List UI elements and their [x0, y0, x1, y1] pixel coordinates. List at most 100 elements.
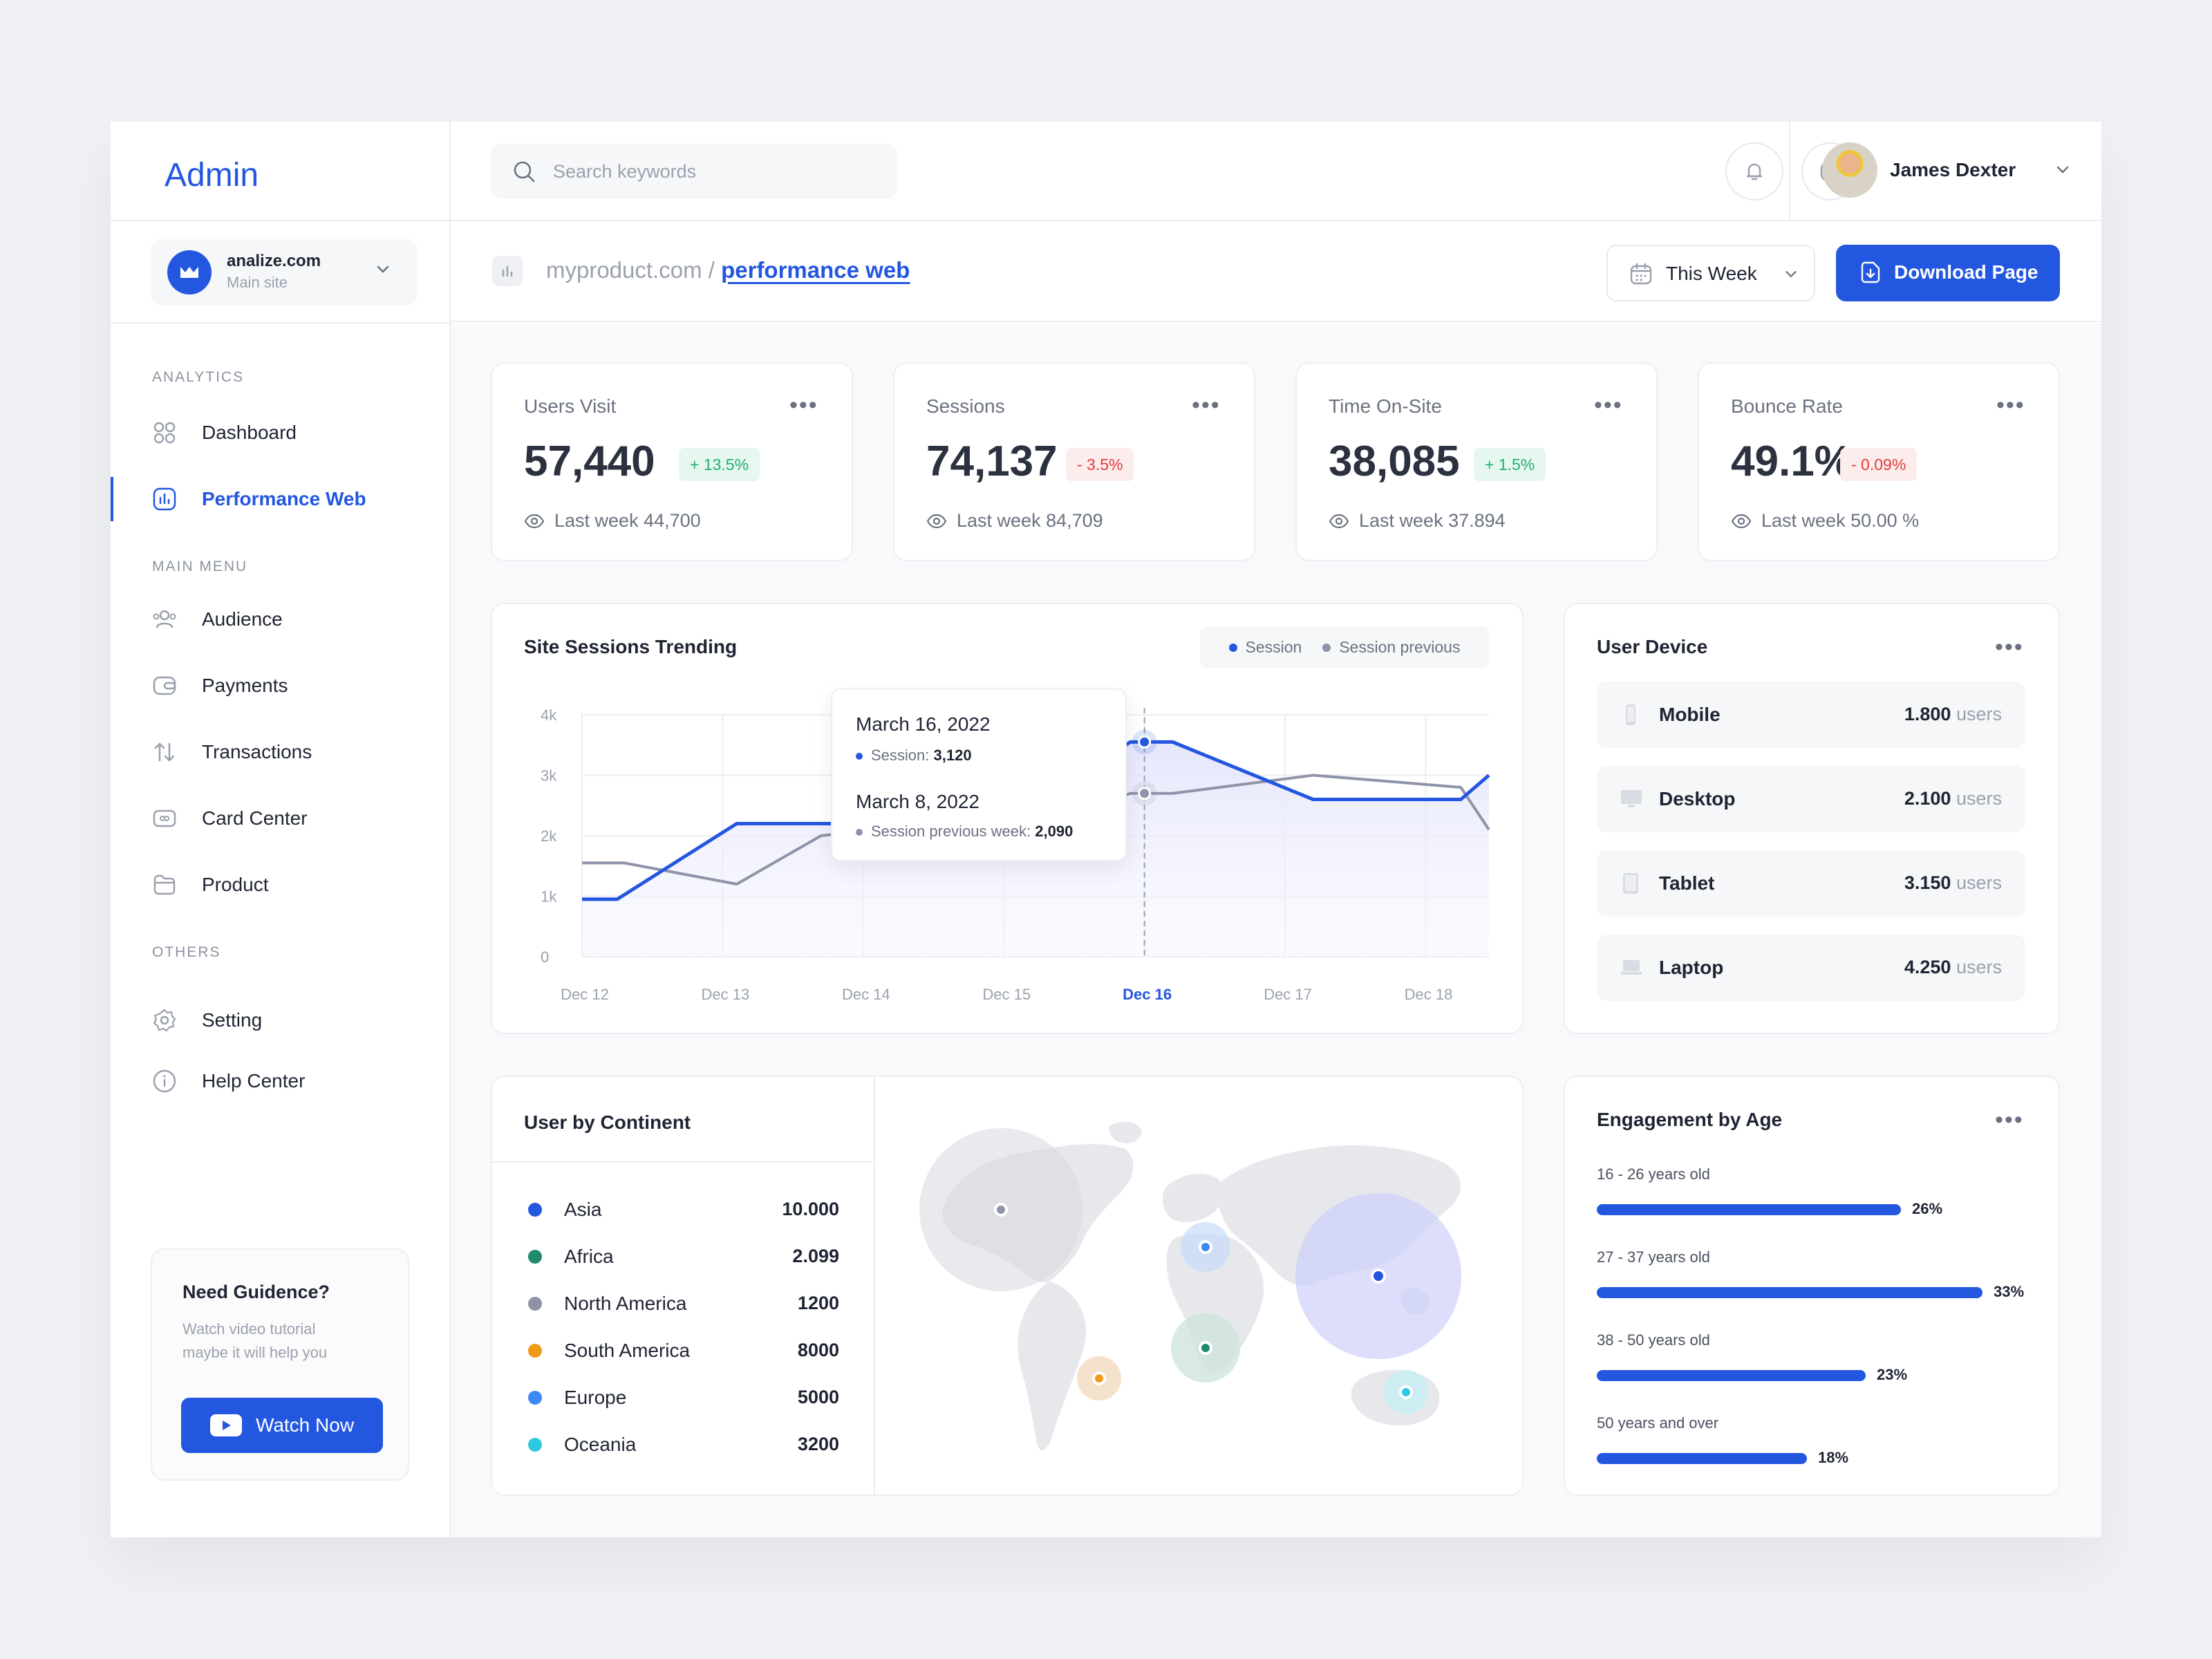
continent-name: Oceania	[564, 1434, 637, 1455]
device-count: 4.250	[1904, 957, 1951, 977]
watch-now-button[interactable]: Watch Now	[181, 1398, 383, 1453]
sidebar-item-dashboard[interactable]: Dashboard	[111, 408, 449, 458]
monitor-icon	[1621, 790, 1642, 807]
main-content: Users Visit ••• 57,440 + 13.5% Last week…	[451, 324, 2101, 1537]
more-icon[interactable]: •••	[1192, 392, 1221, 418]
notifications-button[interactable]	[1725, 142, 1783, 200]
continent-name: Europe	[564, 1387, 627, 1408]
continent-row-africa[interactable]: Africa 2.099	[528, 1243, 839, 1271]
continent-value: 8000	[797, 1340, 839, 1360]
breadcrumb-current[interactable]: performance web	[721, 257, 910, 283]
device-unit: users	[1956, 704, 2002, 724]
device-row-laptop[interactable]: Laptop 4.250 users	[1597, 935, 2025, 1001]
continent-row-north-america[interactable]: North America 1200	[528, 1290, 839, 1318]
marker-europe[interactable]	[1199, 1240, 1212, 1254]
legend-label: Session previous	[1339, 637, 1461, 656]
stat-card-users-visit: Users Visit ••• 57,440 + 13.5% Last week…	[491, 362, 853, 561]
continent-value: 1200	[797, 1293, 839, 1313]
tablet-icon	[1623, 873, 1638, 894]
section-label-main-menu: MAIN MENU	[152, 559, 248, 574]
users-icon	[153, 610, 176, 628]
stat-card-time-on-site: Time On-Site ••• 38,085 + 1.5% Last week…	[1295, 362, 1658, 561]
sidebar-item-card-center[interactable]: Card Center	[111, 794, 449, 843]
search-input[interactable]	[553, 144, 871, 199]
device-count: 2.100	[1904, 788, 1951, 809]
more-icon[interactable]: •••	[1594, 392, 1623, 418]
legend-dot	[528, 1250, 542, 1264]
device-row-mobile[interactable]: Mobile 1.800 users	[1597, 682, 2025, 748]
sessions-chart-card: Site Sessions Trending Session Session p…	[491, 603, 1524, 1034]
site-selector[interactable]: analize.com Main site	[151, 239, 418, 306]
x-tick-label: Dec 13	[702, 986, 750, 1003]
x-tick-label: Dec 12	[561, 986, 609, 1003]
sidebar-item-setting[interactable]: Setting	[111, 995, 449, 1045]
guide-card: Need Guidence? Watch video tutorial mayb…	[151, 1248, 409, 1481]
continent-value: 2.099	[792, 1246, 839, 1266]
divider	[492, 1161, 874, 1163]
legend-dot	[528, 1344, 542, 1358]
eye-icon	[524, 514, 545, 528]
y-tick-label: 0	[541, 948, 549, 966]
continent-row-europe[interactable]: Europe 5000	[528, 1384, 839, 1412]
more-icon[interactable]: •••	[789, 392, 818, 418]
sidebar-item-transactions[interactable]: Transactions	[111, 727, 449, 777]
breadcrumb-root[interactable]: myproduct.com	[546, 257, 702, 283]
continent-row-oceania[interactable]: Oceania 3200	[528, 1431, 839, 1459]
sidebar: Admin analize.com Main site ANALYTICS Da…	[111, 122, 451, 1537]
continent-value: 3200	[797, 1434, 839, 1454]
laptop-icon	[1621, 960, 1642, 975]
data-point-session-previous	[1138, 787, 1152, 800]
stat-value: 74,137	[926, 438, 1058, 485]
device-unit: users	[1956, 788, 2002, 809]
user-menu[interactable]: James Dexter	[1789, 122, 2101, 220]
legend-item-session-previous[interactable]: Session previous	[1322, 638, 1460, 657]
marker-africa[interactable]	[1199, 1341, 1212, 1355]
marker-oceania[interactable]	[1399, 1385, 1413, 1399]
download-page-label: Download Page	[1894, 261, 2038, 283]
device-row-tablet[interactable]: Tablet 3.150 users	[1597, 850, 2025, 917]
sidebar-item-product[interactable]: Product	[111, 860, 449, 910]
world-map[interactable]	[877, 1077, 1524, 1494]
y-tick-label: 2k	[541, 827, 557, 845]
continent-value: 10.000	[782, 1199, 839, 1219]
search-box	[491, 144, 897, 199]
grid-icon	[153, 422, 176, 444]
brand-logo[interactable]: Admin	[165, 157, 259, 194]
stat-value: 57,440	[524, 438, 655, 485]
continent-name: Asia	[564, 1199, 602, 1220]
period-selector[interactable]: This Week	[1606, 245, 1815, 301]
site-name: analize.com	[227, 252, 321, 270]
play-icon	[209, 1414, 242, 1436]
tooltip-label: Session:	[871, 747, 930, 764]
age-group-label: 38 - 50 years old	[1597, 1331, 1710, 1349]
continent-row-south-america[interactable]: South America 8000	[528, 1337, 839, 1365]
more-icon[interactable]: •••	[1995, 634, 2024, 660]
x-tick-label: Dec 18	[1405, 986, 1453, 1003]
breadcrumb-separator: /	[702, 257, 722, 283]
age-progress-bar	[1597, 1287, 1983, 1298]
more-icon[interactable]: •••	[1996, 392, 2025, 418]
continent-name: Africa	[564, 1246, 614, 1267]
device-count: 1.800	[1904, 704, 1951, 724]
legend-item-session[interactable]: Session	[1228, 638, 1302, 657]
continent-row-asia[interactable]: Asia 10.000	[528, 1196, 839, 1224]
device-row-desktop[interactable]: Desktop 2.100 users	[1597, 766, 2025, 832]
continent-card: User by Continent Asia 10.000 Africa 2.099…	[491, 1076, 1524, 1496]
chart-tooltip: March 16, 2022 Session: 3,120 March 8, 2…	[831, 688, 1127, 861]
download-page-button[interactable]: Download Page	[1836, 245, 2060, 301]
sidebar-item-performance-web[interactable]: Performance Web	[111, 474, 449, 524]
marker-south-america[interactable]	[1092, 1371, 1106, 1385]
more-icon[interactable]: •••	[1995, 1107, 2024, 1133]
site-subtitle: Main site	[227, 274, 288, 291]
marker-asia[interactable]	[1371, 1268, 1386, 1284]
tooltip-value-current: Session: 3,120	[856, 747, 972, 765]
last-week-text: Last week 84,709	[957, 510, 1103, 531]
sidebar-item-payments[interactable]: Payments	[111, 661, 449, 711]
marker-north-america[interactable]	[994, 1203, 1008, 1217]
card-title: User by Continent	[524, 1112, 691, 1133]
sidebar-item-label: Card Center	[202, 807, 308, 829]
stat-last-week: Last week 84,709	[926, 510, 1103, 532]
sidebar-item-help-center[interactable]: Help Center	[111, 1056, 449, 1106]
sidebar-item-audience[interactable]: Audience	[111, 594, 449, 644]
x-tick-label: Dec 14	[842, 986, 890, 1003]
